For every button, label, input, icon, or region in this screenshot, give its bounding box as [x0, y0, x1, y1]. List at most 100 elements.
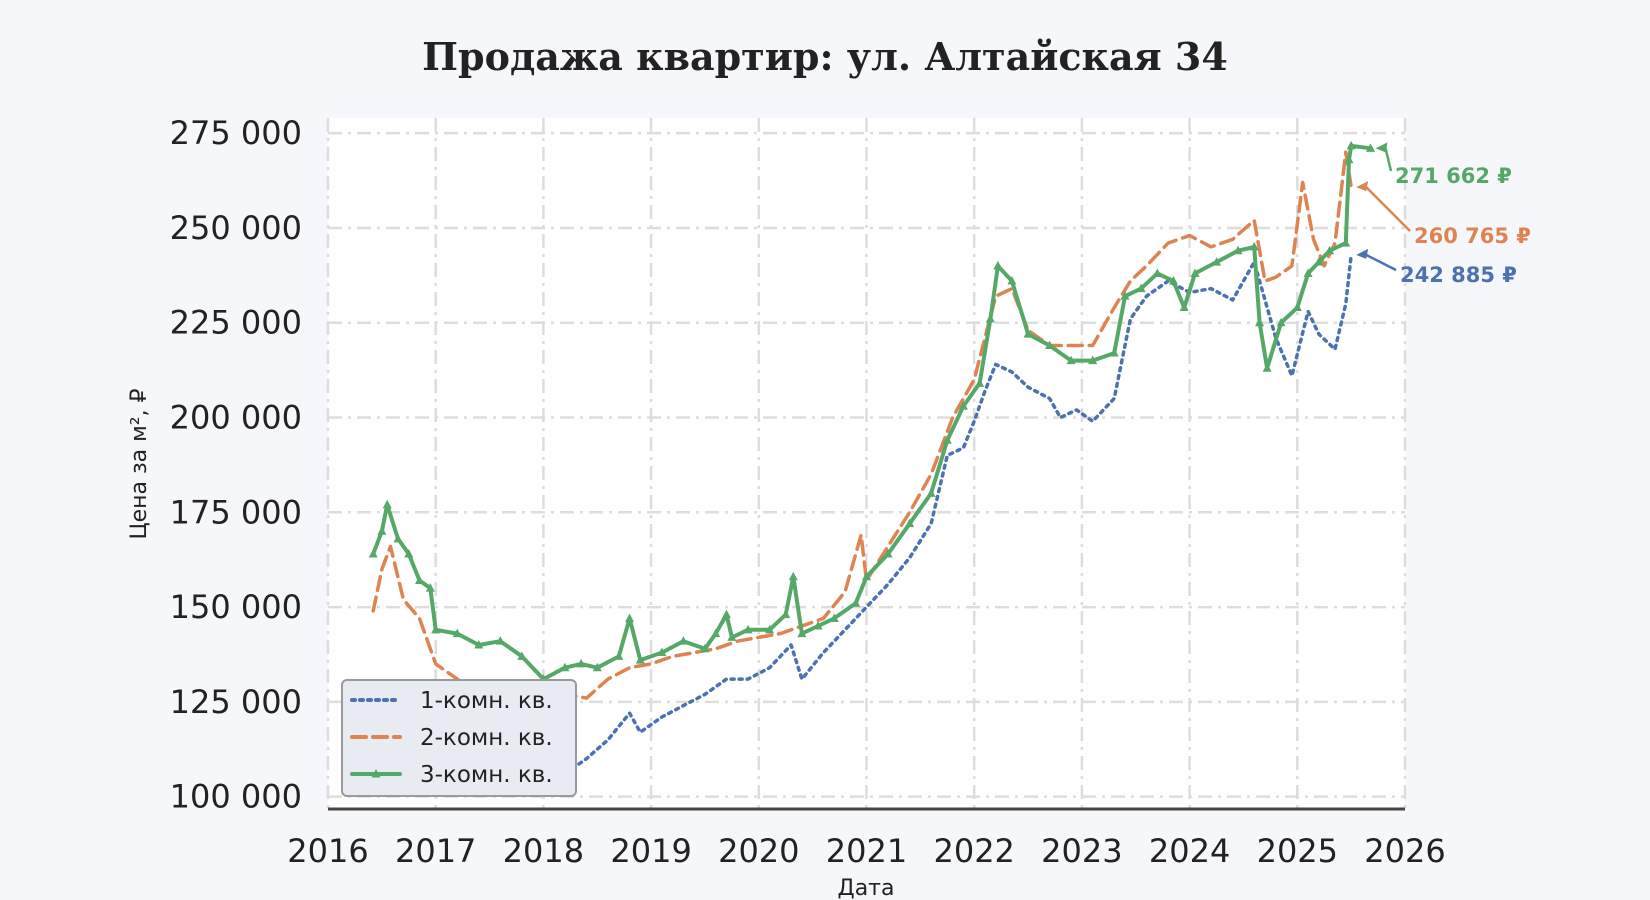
series-marker	[474, 639, 484, 649]
series-marker	[926, 488, 936, 497]
end-value-label: 271 662 ₽	[1395, 164, 1512, 188]
series-marker	[1346, 140, 1356, 150]
x-tick-label: 2021	[826, 832, 907, 870]
arrow-head-icon	[1356, 181, 1369, 192]
series-marker	[495, 636, 505, 645]
series-marker	[711, 628, 721, 638]
series-marker	[1276, 317, 1286, 327]
series-marker	[765, 624, 775, 634]
y-tick-labels: 100 000 125 000 150 000 175 000 200 000 225 0…	[170, 114, 302, 815]
legend: 1-комн. кв. 2-комн. кв. 3-комн. кв.	[341, 679, 577, 797]
series-marker	[382, 499, 392, 509]
series-marker	[1292, 302, 1302, 312]
series-marker	[1088, 355, 1098, 365]
series-marker	[975, 378, 985, 387]
series-marker	[1179, 302, 1189, 312]
series-marker	[788, 571, 798, 581]
series-marker	[1136, 283, 1146, 293]
legend-marker	[371, 769, 381, 778]
series-marker	[1249, 241, 1259, 251]
chart-title: Продажа квартир: ул. Алтайская 34	[422, 34, 1228, 79]
x-tick-label: 2020	[718, 832, 799, 870]
series-marker	[883, 548, 893, 558]
series-marker	[797, 628, 807, 638]
series-marker	[377, 526, 387, 535]
series-marker	[517, 651, 527, 660]
series-marker	[993, 260, 1003, 270]
y-axis-label: Цена за м², ₽	[127, 388, 152, 539]
series-marker	[829, 613, 839, 622]
legend-box	[341, 679, 577, 797]
x-tick-label: 2016	[287, 832, 368, 870]
series-marker	[1109, 348, 1119, 357]
series-marker	[1314, 257, 1324, 266]
y-tick-label: 175 000	[170, 493, 302, 531]
y-tick-label: 100 000	[170, 778, 302, 816]
series-marker	[678, 636, 688, 645]
y-tick-label: 200 000	[170, 399, 302, 437]
series-marker	[1325, 245, 1335, 255]
series-marker	[1168, 276, 1178, 285]
series-marker	[614, 651, 624, 660]
series-marker	[700, 643, 710, 653]
series-marker	[1066, 355, 1076, 365]
series-marker	[1255, 317, 1265, 327]
x-tick-label: 2026	[1364, 832, 1445, 870]
series-marker	[452, 628, 462, 638]
end-label-arrow	[1384, 148, 1393, 172]
end-value-label: 260 765 ₽	[1414, 224, 1531, 248]
series-marker	[942, 435, 952, 444]
series-marker	[1023, 329, 1033, 338]
x-tick-label: 2025	[1257, 832, 1338, 870]
series-marker	[425, 583, 435, 592]
series-marker	[431, 624, 441, 634]
y-tick-label: 125 000	[170, 683, 302, 721]
series-marker	[905, 518, 915, 528]
series-marker	[393, 533, 403, 543]
arrow-head-icon	[1375, 142, 1388, 153]
end-label-arrow	[1365, 253, 1397, 272]
series-marker	[1045, 340, 1055, 349]
x-tick-labels: 2016 2017 2018 2019 2020 2021 2022 2023 2024 2025…	[287, 832, 1445, 870]
x-tick-label: 2017	[395, 832, 476, 870]
series-marker	[592, 662, 602, 672]
series-marker	[985, 313, 995, 323]
series-marker	[851, 598, 861, 607]
series-marker	[958, 401, 968, 410]
end-label-arrow	[1365, 186, 1411, 232]
end-value-label: 242 885 ₽	[1400, 263, 1517, 287]
x-tick-label: 2022	[933, 832, 1014, 870]
series-marker	[1262, 363, 1272, 372]
y-tick-label: 275 000	[170, 114, 302, 152]
series-line	[541, 253, 1353, 784]
series-marker	[1303, 268, 1313, 277]
y-tick-label: 250 000	[170, 209, 302, 247]
x-tick-label: 2024	[1149, 832, 1230, 870]
x-tick-label: 2019	[610, 832, 691, 870]
series-marker	[404, 548, 414, 558]
end-labels: 242 885 ₽ 260 765 ₽ 271 662 ₽	[1356, 142, 1531, 287]
series-marker	[415, 575, 425, 585]
legend-entry: 2-комн. кв.	[420, 725, 553, 751]
series-marker	[657, 647, 667, 657]
series-marker	[813, 621, 823, 630]
series-marker	[1366, 143, 1376, 152]
legend-entry: 1-комн. кв.	[420, 688, 553, 714]
series-marker	[1120, 291, 1130, 300]
series-marker	[1190, 268, 1200, 277]
series-marker	[721, 609, 731, 619]
series-marker	[1152, 268, 1162, 277]
series-marker	[576, 658, 586, 668]
series-marker	[1007, 276, 1017, 285]
x-tick-label: 2018	[503, 832, 584, 870]
series-marker	[727, 632, 737, 641]
series-marker	[781, 609, 791, 619]
series-marker	[1344, 154, 1354, 164]
series-marker	[743, 624, 753, 634]
series-marker	[1341, 238, 1351, 247]
series-marker	[1212, 257, 1222, 266]
series-marker	[1233, 245, 1243, 255]
x-tick-label: 2023	[1041, 832, 1122, 870]
